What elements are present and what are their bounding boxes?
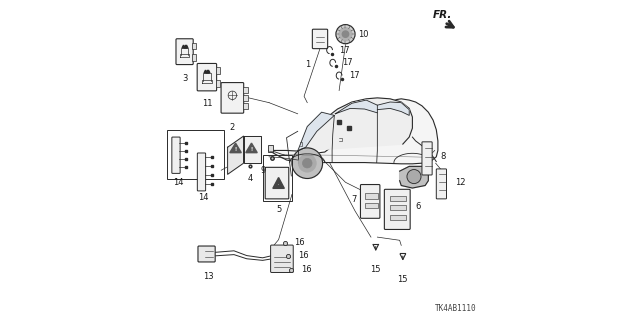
FancyBboxPatch shape <box>197 63 216 91</box>
Text: 1: 1 <box>305 60 310 68</box>
FancyBboxPatch shape <box>436 169 447 199</box>
Circle shape <box>342 31 349 37</box>
Text: 17: 17 <box>342 58 353 67</box>
Text: !: ! <box>278 184 279 185</box>
Bar <box>263 155 292 201</box>
Text: 11: 11 <box>202 100 212 108</box>
Text: 14: 14 <box>198 194 209 203</box>
FancyBboxPatch shape <box>221 83 244 113</box>
Text: 16: 16 <box>298 251 308 260</box>
Text: 5: 5 <box>276 204 281 214</box>
FancyBboxPatch shape <box>422 142 432 175</box>
FancyBboxPatch shape <box>176 39 193 65</box>
Circle shape <box>336 25 355 44</box>
Polygon shape <box>335 100 378 114</box>
Bar <box>390 215 406 220</box>
Text: 16: 16 <box>294 238 305 247</box>
Text: !: ! <box>234 147 237 152</box>
Polygon shape <box>298 98 412 151</box>
Polygon shape <box>230 143 241 153</box>
Polygon shape <box>246 143 257 153</box>
Circle shape <box>407 170 421 184</box>
Text: 17: 17 <box>339 45 349 55</box>
Circle shape <box>298 154 316 172</box>
Polygon shape <box>228 136 244 174</box>
Text: 4: 4 <box>247 174 253 183</box>
Text: 3: 3 <box>182 74 188 83</box>
FancyBboxPatch shape <box>265 167 289 199</box>
Text: 15: 15 <box>397 275 408 284</box>
Bar <box>243 87 248 93</box>
Polygon shape <box>378 102 409 116</box>
FancyBboxPatch shape <box>271 245 293 272</box>
Text: 17: 17 <box>349 71 359 80</box>
Bar <box>390 196 406 201</box>
Text: 9: 9 <box>260 166 266 175</box>
Text: 8: 8 <box>440 152 446 161</box>
Bar <box>268 145 273 152</box>
Text: !: ! <box>250 147 253 152</box>
Bar <box>167 130 225 179</box>
Text: FR.: FR. <box>433 11 452 20</box>
Polygon shape <box>269 99 438 164</box>
Text: 2: 2 <box>230 123 235 132</box>
Bar <box>192 54 196 60</box>
Bar <box>365 194 378 198</box>
Bar <box>390 205 406 210</box>
Bar <box>365 203 378 208</box>
FancyBboxPatch shape <box>385 189 410 229</box>
Bar <box>243 95 248 101</box>
Bar <box>216 80 220 87</box>
Text: 10: 10 <box>358 30 368 39</box>
FancyBboxPatch shape <box>198 246 215 262</box>
Bar <box>243 103 248 109</box>
FancyBboxPatch shape <box>360 185 380 218</box>
Polygon shape <box>273 178 284 188</box>
Polygon shape <box>298 112 334 151</box>
Text: 14: 14 <box>173 178 184 187</box>
Circle shape <box>303 158 312 168</box>
Circle shape <box>339 28 352 41</box>
Text: 6: 6 <box>415 202 421 211</box>
Polygon shape <box>399 166 428 188</box>
Polygon shape <box>244 136 261 163</box>
Bar <box>192 43 196 49</box>
FancyBboxPatch shape <box>172 137 180 173</box>
Circle shape <box>292 148 323 179</box>
Text: 16: 16 <box>301 265 312 275</box>
Text: 7: 7 <box>351 195 356 204</box>
Text: 15: 15 <box>371 265 381 274</box>
FancyBboxPatch shape <box>197 153 205 191</box>
Text: 13: 13 <box>203 271 214 281</box>
Text: 12: 12 <box>455 178 465 187</box>
FancyBboxPatch shape <box>312 29 328 49</box>
Bar <box>216 67 220 74</box>
Text: TK4AB1110: TK4AB1110 <box>435 304 476 313</box>
